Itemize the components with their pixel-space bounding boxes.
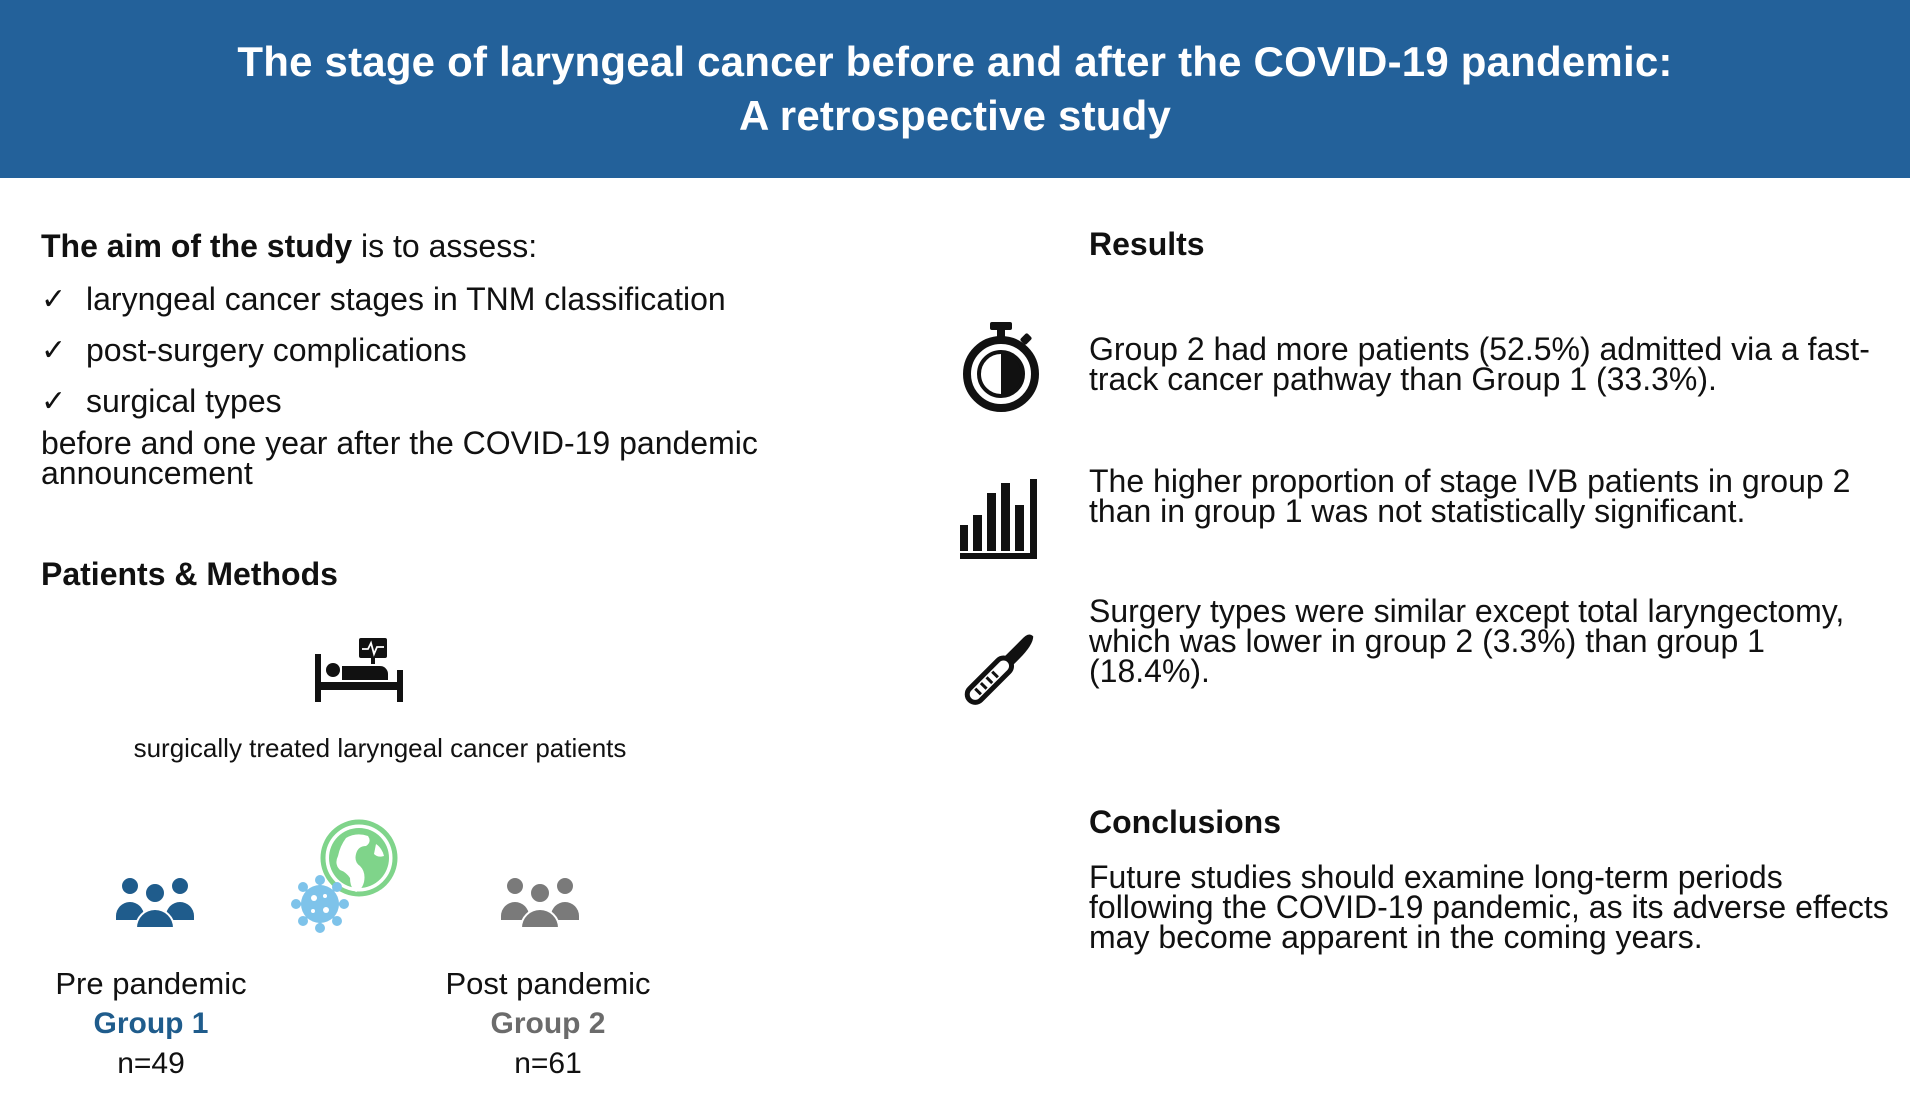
globe-virus-icon bbox=[291, 819, 398, 933]
group-1-label: Pre pandemic Group 1 n=49 bbox=[21, 964, 281, 1084]
aim-tail: before and one year after the COVID-19 p… bbox=[41, 425, 758, 491]
result-stage-ivb: The higher proportion of stage IVB patie… bbox=[1089, 463, 1851, 529]
patients-caption: surgically treated laryngeal cancer pati… bbox=[133, 733, 627, 763]
title-line-1: The stage of laryngeal cancer before and… bbox=[237, 38, 1673, 85]
aim-item-text: surgical types bbox=[86, 383, 282, 419]
aim-list-item: ✓ surgical types bbox=[41, 376, 726, 427]
conclusions-heading: Conclusions bbox=[1089, 804, 1282, 840]
aim-lead: The aim of the study is to assess: bbox=[41, 224, 537, 268]
aim-list: ✓ laryngeal cancer stages in TNM classifi… bbox=[41, 274, 726, 427]
hospital-bed-icon bbox=[315, 638, 403, 702]
group-1-name: Group 1 bbox=[93, 1007, 209, 1040]
people-group-icon bbox=[116, 878, 194, 929]
results-heading: Results bbox=[1089, 226, 1205, 262]
patients-methods-heading: Patients & Methods bbox=[41, 556, 338, 592]
conclusions-text: Future studies should examine long-term … bbox=[1089, 859, 1889, 955]
group-2-name: Group 2 bbox=[490, 1007, 606, 1040]
group-1-count: n=49 bbox=[117, 1047, 185, 1080]
checkmark-icon: ✓ bbox=[41, 283, 67, 316]
group-2-period: Post pandemic bbox=[445, 966, 651, 1001]
checkmark-icon: ✓ bbox=[41, 385, 67, 418]
title-line-2: A retrospective study bbox=[738, 92, 1172, 139]
people-group-icon bbox=[501, 878, 579, 929]
group-2-label: Post pandemic Group 2 n=61 bbox=[418, 964, 678, 1084]
stopwatch-icon bbox=[963, 322, 1039, 412]
aim-lead-bold: The aim of the study bbox=[41, 228, 353, 264]
result-surgery-types: Surgery types were similar except total … bbox=[1089, 593, 1845, 689]
scalpel-icon bbox=[964, 634, 1034, 705]
aim-item-text: laryngeal cancer stages in TNM classific… bbox=[86, 281, 726, 317]
aim-list-item: ✓ laryngeal cancer stages in TNM classifi… bbox=[41, 274, 726, 325]
checkmark-icon: ✓ bbox=[41, 334, 67, 367]
title-banner: The stage of laryngeal cancer before and… bbox=[0, 0, 1910, 178]
group-2-count: n=61 bbox=[514, 1047, 582, 1080]
aim-item-text: post-surgery complications bbox=[86, 332, 467, 368]
aim-list-item: ✓ post-surgery complications bbox=[41, 325, 726, 376]
aim-lead-rest: is to assess: bbox=[352, 228, 538, 264]
group-1-period: Pre pandemic bbox=[55, 966, 247, 1001]
bar-chart-icon bbox=[960, 479, 1037, 559]
result-fast-track: Group 2 had more patients (52.5%) admitt… bbox=[1089, 331, 1870, 397]
